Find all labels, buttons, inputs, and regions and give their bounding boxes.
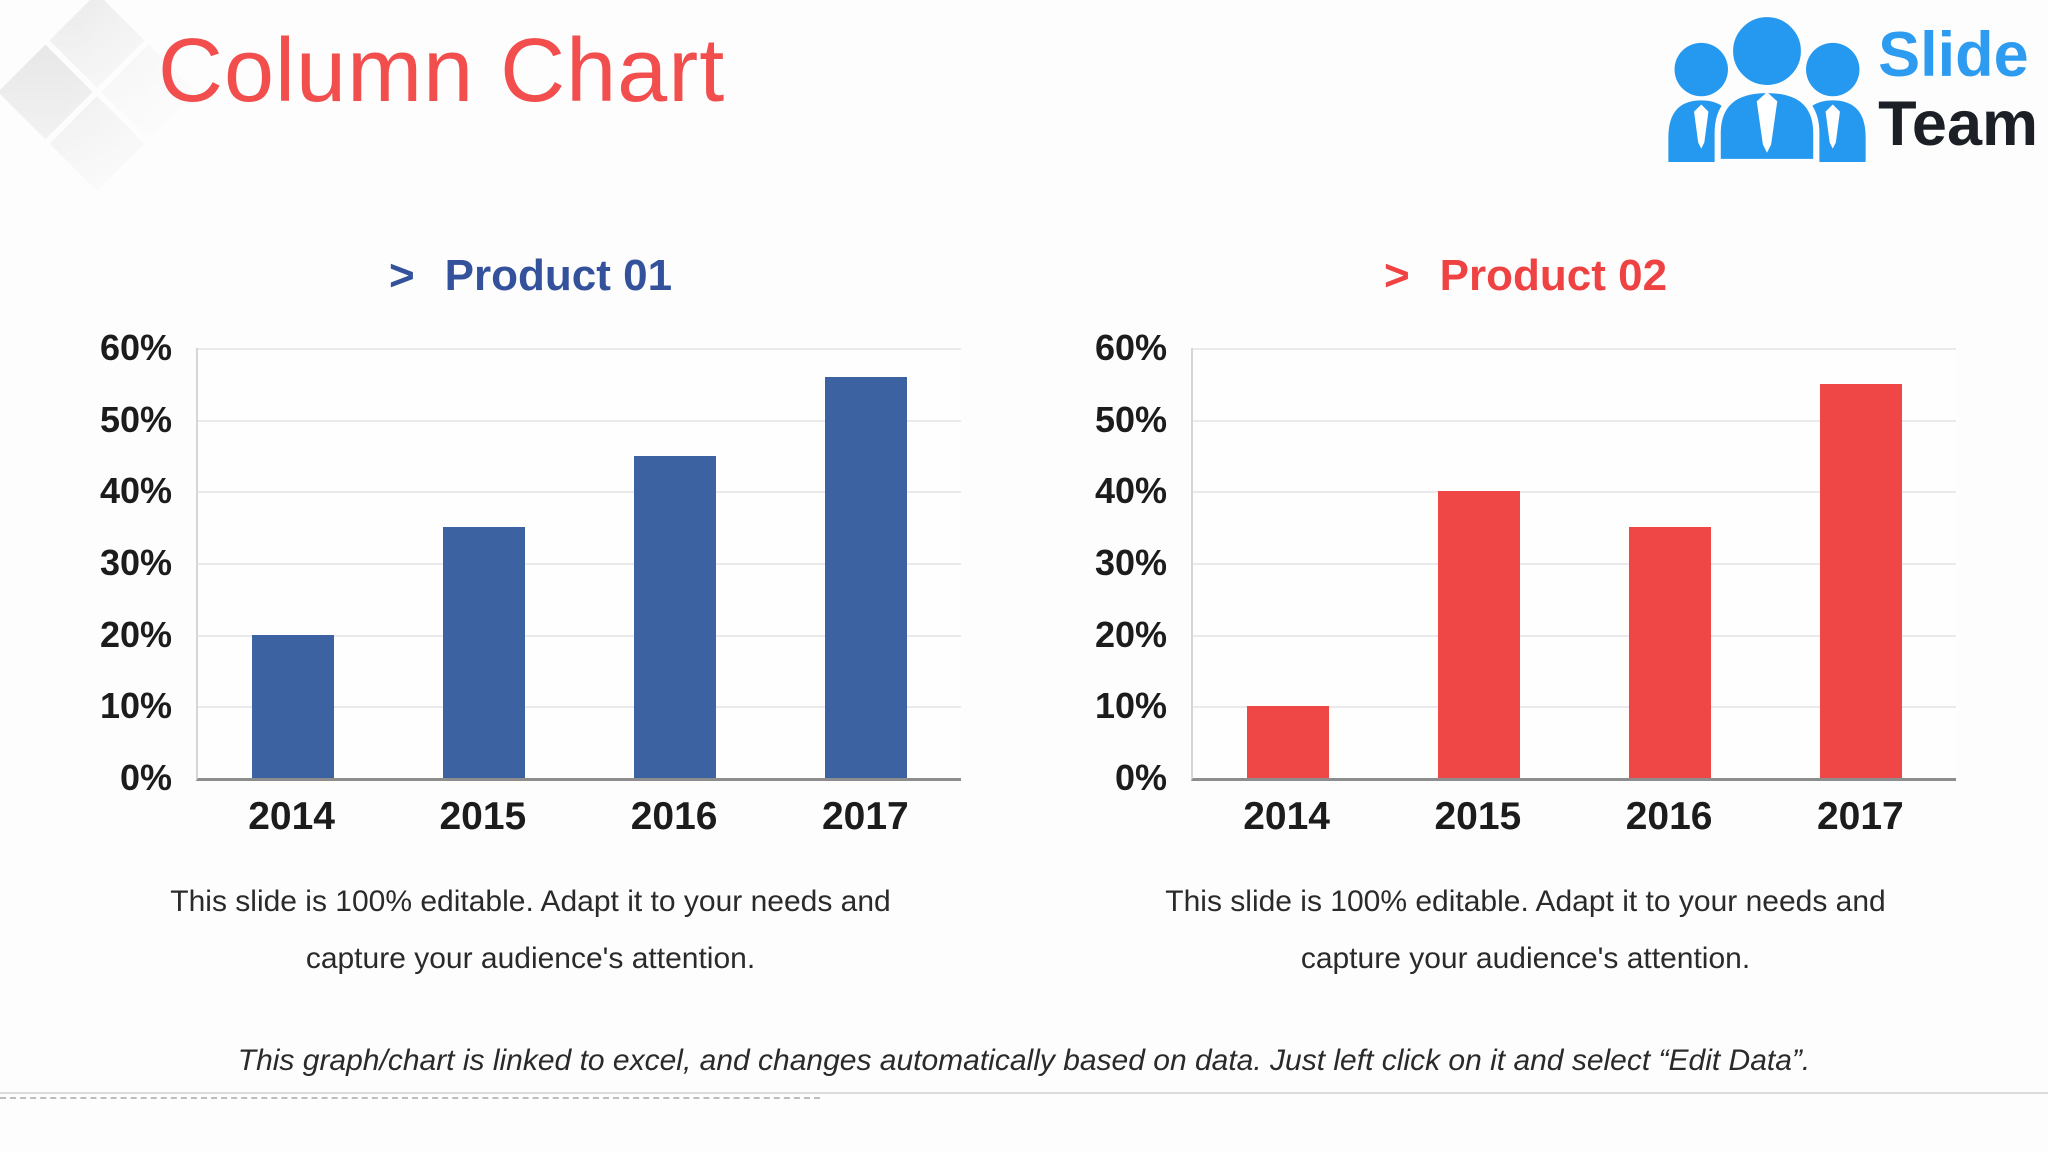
y-tick-label: 60% — [1094, 327, 1167, 368]
caption-line: This slide is 100% editable. Adapt it to… — [1165, 885, 1886, 918]
diamond-watermark — [0, 0, 280, 250]
bar-2015[interactable] — [1438, 491, 1521, 778]
y-tick-label: 50% — [1094, 398, 1167, 440]
slideteam-logo: Slide Team — [1664, 10, 2038, 167]
x-tick-label: 2015 — [439, 795, 527, 838]
plot-area[interactable] — [196, 348, 961, 781]
x-tick-label: 2017 — [1816, 795, 1904, 838]
bar-2014[interactable] — [1247, 706, 1330, 778]
caption-line: capture your audience's attention. — [1300, 942, 1751, 975]
gridline — [1193, 634, 1956, 637]
x-tick-label: 2017 — [821, 795, 909, 838]
logo-word-team: Team — [1878, 88, 2038, 159]
x-tick-label: 2016 — [1625, 795, 1713, 838]
y-tick-label: 10% — [1094, 685, 1167, 727]
heading-marker: > — [388, 251, 415, 300]
chart-caption: This slide is 100% editable. Adapt it to… — [100, 873, 961, 987]
y-tick-label: 20% — [1094, 613, 1167, 655]
heading-label: Product 02 — [1439, 251, 1668, 300]
y-tick-label: 30% — [1094, 542, 1167, 583]
y-tick-label: 50% — [99, 398, 172, 440]
slide-title: Column Chart — [158, 21, 726, 121]
bottom-divider-dashes — [0, 1097, 820, 1099]
charts-row: > Product 01 60% 50% 40% 30% 20% 10% 0% 2014 20… — [100, 250, 1956, 987]
y-tick-label: 40% — [99, 470, 172, 512]
plot-area[interactable] — [1191, 348, 1956, 781]
x-axis: 2014 2015 2016 2017 — [196, 795, 961, 839]
y-axis: 60% 50% 40% 30% 20% 10% 0% — [99, 327, 196, 798]
bottom-divider-line — [0, 1092, 2048, 1094]
y-axis: 60% 50% 40% 30% 20% 10% 0% — [1094, 327, 1191, 798]
chart-product-01[interactable]: > Product 01 60% 50% 40% 30% 20% 10% 0% 2014 20… — [100, 250, 961, 987]
y-tick-label: 40% — [1094, 470, 1167, 512]
logo-word-slide: Slide — [1878, 19, 2029, 90]
y-tick-label: 60% — [99, 327, 172, 368]
bar-2015[interactable] — [443, 527, 526, 778]
gridline — [1193, 563, 1956, 565]
x-tick-label: 2014 — [248, 795, 335, 838]
y-tick-label: 20% — [99, 613, 172, 655]
gridline — [198, 563, 961, 565]
footer-note: This graph/chart is linked to excel, and… — [237, 1044, 1811, 1077]
x-axis: 2014 2015 2016 2017 — [1191, 795, 1956, 839]
x-tick-label: 2016 — [630, 795, 718, 838]
bar-2016[interactable] — [1628, 527, 1711, 778]
y-tick-label: 10% — [99, 685, 172, 727]
chart-body: 60% 50% 40% 30% 20% 10% 0% — [99, 327, 961, 798]
heading-marker: > — [1383, 251, 1410, 300]
gridline — [1193, 348, 1956, 350]
gridline — [198, 634, 961, 637]
watermark-fade — [0, 0, 280, 250]
team-people-icon — [1664, 10, 1870, 167]
gridline — [1193, 419, 1956, 422]
caption-line: capture your audience's attention. — [305, 942, 756, 975]
bar-2017[interactable] — [1819, 383, 1902, 778]
gridline — [1193, 491, 1956, 494]
chart-product-02[interactable]: > Product 02 60% 50% 40% 30% 20% 10% 0% 2014 20… — [1095, 250, 1956, 987]
x-tick-label: 2015 — [1434, 795, 1522, 838]
gridline — [198, 706, 961, 709]
bar-2014[interactable] — [252, 634, 335, 778]
y-tick-label: 0% — [119, 757, 172, 798]
chart-body: 60% 50% 40% 30% 20% 10% 0% — [1094, 327, 1956, 798]
gridline — [198, 419, 961, 422]
gridline — [1193, 706, 1956, 709]
gridline — [198, 491, 961, 494]
caption-line: This slide is 100% editable. Adapt it to… — [170, 885, 891, 918]
heading-label: Product 01 — [444, 251, 673, 300]
y-tick-label: 0% — [1114, 757, 1167, 798]
gridline — [198, 348, 961, 350]
x-tick-label: 2014 — [1243, 795, 1330, 838]
chart-heading: > Product 01 — [100, 250, 961, 302]
chart-caption: This slide is 100% editable. Adapt it to… — [1095, 873, 1956, 987]
chart-heading: > Product 02 — [1095, 250, 1956, 302]
bar-2016[interactable] — [633, 455, 716, 778]
bar-2017[interactable] — [824, 376, 907, 778]
y-tick-label: 30% — [99, 542, 172, 583]
logo-text: Slide Team — [1878, 19, 2038, 159]
